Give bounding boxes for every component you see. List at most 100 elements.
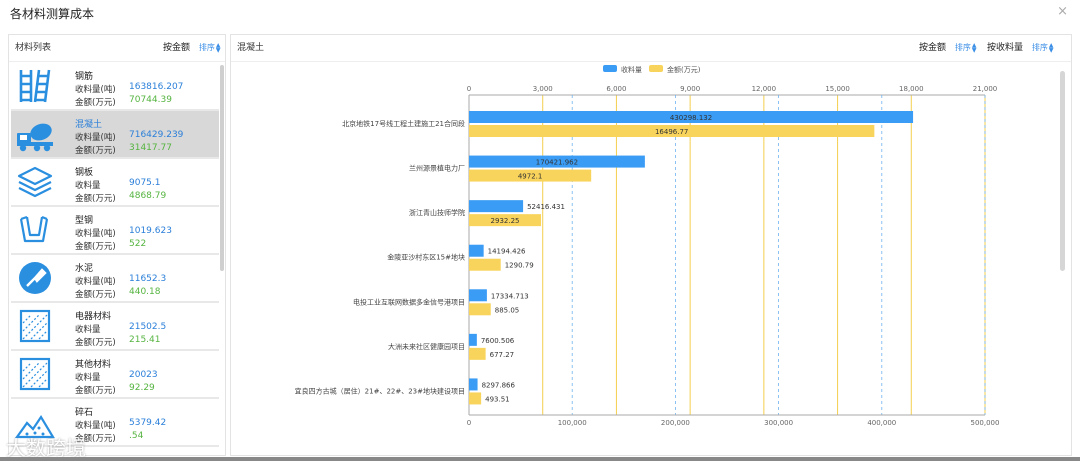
top-axis-tick: 6,000 [606,85,626,93]
material-list-scrollbar[interactable] [220,65,224,271]
top-axis-tick: 18,000 [899,85,924,93]
material-qty-label: 收料量 [75,325,101,335]
chart-scrollbar[interactable] [1060,71,1065,271]
bottom-axis-tick: 200,000 [661,419,690,427]
steel-plate-icon [17,166,53,198]
top-axis-tick: 0 [467,85,471,93]
material-name: 水泥 [75,264,94,274]
chart-sort-amount-group: 按金额 排序▲ ▼ [919,35,977,61]
material-qty-value: 163816.207 [129,82,184,92]
material-qty-label: 收料量(吨) [75,277,116,287]
bar-label-qty: 17334.713 [491,292,529,300]
category-label: 宜良四方古城（居住）21#、22#、23#地块建设项目 [295,386,465,395]
material-item-other[interactable]: 其他材料 收料量 20023 金额(万元) 92.29 [11,351,219,399]
bottom-axis-tick: 300,000 [764,419,793,427]
material-list-header: 材料列表 按金额 排序▲ ▼ [9,35,225,62]
material-list: 钢筋 收料量(吨) 163816.207 金额(万元) 70744.39 混凝土… [11,63,219,455]
material-amount-label: 金额(万元) [75,146,116,156]
close-icon[interactable]: × [1057,4,1068,19]
material-amount-value: 70744.39 [129,95,172,105]
material-item-electric[interactable]: 电器材料 收料量 21502.5 金额(万元) 215.41 [11,303,219,351]
material-item-section-steel[interactable]: 型钢 收料量(吨) 1019.623 金额(万元) 522 [11,207,219,255]
material-name: 其他材料 [75,360,112,370]
material-list-title: 材料列表 [15,43,52,53]
chart-sort-qty-group: 按收料量 排序▲ ▼ [987,35,1054,61]
material-item-gravel[interactable]: 碎石 收料量(吨) 5379.42 金额(万元) .54 [11,399,219,447]
material-name: 钢筋 [75,72,94,82]
material-sort-group: 按金额 排序▲ ▼ [163,35,221,61]
bar-label-amount: 885.05 [495,306,520,314]
material-amount-label: 金额(万元) [75,242,116,252]
window-title: 各材料测算成本 [10,7,95,21]
material-amount-label: 金额(万元) [75,338,116,348]
bar-label-amount: 4972.1 [518,173,543,181]
sort-arrows-icon: ▲ ▼ [971,41,977,54]
chart-panel: 混凝土 按金额 排序▲ ▼ 按收料量 排序▲ ▼ 收料量 金额(万元) 0 3,000 6,… [230,34,1072,456]
material-name: 电器材料 [75,312,112,322]
material-qty-value: 9075.1 [129,178,161,188]
material-amount-value: 92.29 [129,383,155,393]
material-sort-button-label: 排序 [198,43,215,52]
material-list-panel: 材料列表 按金额 排序▲ ▼ 钢筋 收料量(吨) 163816.207 金额(万元… [8,34,226,456]
top-axis-tick: 21,000 [973,85,998,93]
material-item-cement[interactable]: 水泥 收料量(吨) 11652.3 金额(万元) 440.18 [11,255,219,303]
concrete-mixer-icon [17,123,53,152]
bottom-axis-tick: 0 [467,419,471,427]
gravel-icon [15,414,55,439]
chart-header: 混凝土 按金额 排序▲ ▼ 按收料量 排序▲ ▼ [231,35,1071,62]
cement-icon [19,262,51,294]
bar-qty [469,378,478,391]
category-label: 北京地铁17号线工程土建施工21合同段 [342,119,465,128]
material-qty-value: 11652.3 [129,274,167,284]
category-label: 大洲未来社区健康园项目 [388,342,465,351]
category-label: 浙江青山技师学院 [409,208,465,217]
material-sort-button[interactable]: 排序▲ ▼ [198,42,221,53]
bar-amount [469,392,482,405]
chart-sort-qty-button[interactable]: 排序▲ ▼ [1031,41,1054,54]
material-amount-label: 金额(万元) [75,98,116,108]
bar-qty [469,333,477,346]
sort-by-qty-label: 按收料量 [987,43,1024,53]
bar-qty [469,200,524,213]
bar-label-qty: 430298.132 [670,114,712,122]
bar-label-amount: 493.51 [485,395,510,403]
sort-by-amount-label: 按金额 [163,43,191,53]
category-label: 电投工业互联网数据多金信号港项目 [353,297,465,306]
electric-material-icon [19,309,51,343]
top-axis-tick: 15,000 [825,85,850,93]
material-amount-value: 31417.77 [129,143,172,153]
top-axis-tick: 12,000 [752,85,777,93]
material-name: 钢板 [75,168,94,178]
material-amount-label: 金额(万元) [75,434,116,444]
legend-swatch-qty [603,65,617,72]
material-qty-label: 收料量 [75,181,101,191]
rebar-icon [19,69,51,103]
bar-amount [469,169,592,182]
material-item-concrete[interactable]: 混凝土 收料量(吨) 716429.239 金额(万元) 31417.77 [11,111,219,159]
material-qty-value: 716429.239 [129,130,184,140]
material-item-rebar[interactable]: 钢筋 收料量(吨) 163816.207 金额(万元) 70744.39 [11,63,219,111]
material-item-steel-plate[interactable]: 钢板 收料量 9075.1 金额(万元) 4868.79 [11,159,219,207]
chart-sort-qty-button-label: 排序 [1031,43,1048,52]
bar-chart-container: 收料量 金额(万元) 0 3,000 6,000 9,000 12,000 15,000 18,… [231,63,1071,455]
bar-amount [469,303,491,316]
material-amount-value: 4868.79 [129,191,167,201]
material-amount-value: 440.18 [129,287,161,297]
bar-label-qty: 170421.962 [536,159,578,167]
sort-arrows-icon: ▲ ▼ [1048,41,1054,54]
bottom-axis-tick: 400,000 [867,419,896,427]
bar-label-qty: 8297.866 [482,381,516,389]
bar-label-qty: 52416.431 [527,203,565,211]
chart-sort-amount-button[interactable]: 排序▲ ▼ [955,41,977,54]
top-axis-tick: 9,000 [680,85,700,93]
top-axis-tick: 3,000 [533,85,553,93]
bar-qty [469,155,645,168]
bar-label-qty: 14194.426 [488,248,526,256]
bar-label-amount: 2932.25 [491,217,520,225]
material-qty-value: 1019.623 [129,226,172,236]
bar-label-amount: 1290.79 [505,262,534,270]
chart-panel-title: 混凝土 [237,43,265,53]
bar-amount [469,347,486,360]
material-qty-label: 收料量(吨) [75,85,116,95]
material-qty-label: 收料量(吨) [75,133,116,143]
